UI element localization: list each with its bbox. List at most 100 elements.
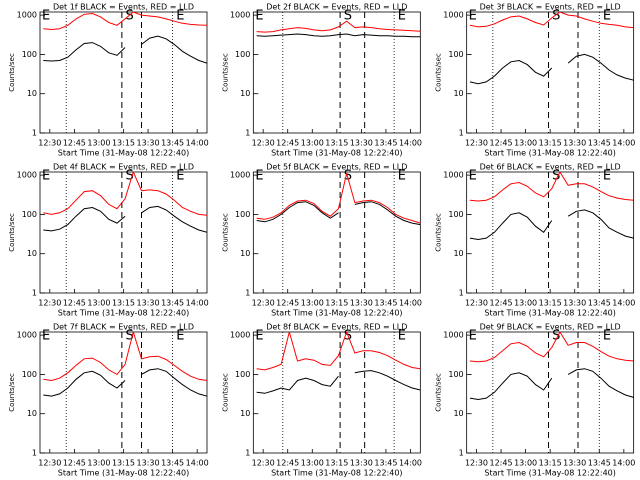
y-tick-label: 100	[22, 210, 37, 219]
series-line	[256, 201, 421, 226]
x-tick-label: 13:15	[539, 299, 562, 308]
panel: Det 4f BLACK = Events, RED = LLD Start Ti…	[8, 163, 209, 318]
x-tick-label: 13:15	[539, 459, 562, 468]
x-tick-label: 12:45	[276, 299, 299, 308]
annotation: E	[603, 9, 611, 24]
x-tick-label: 12:45	[63, 299, 86, 308]
series-line	[256, 20, 421, 33]
x-tick-label: 13:45	[161, 139, 184, 148]
y-tick-label: 1	[245, 129, 250, 138]
annotation: E	[398, 329, 406, 344]
annotation: S	[344, 169, 352, 184]
annotation: E	[255, 329, 263, 344]
annotation: E	[603, 329, 611, 344]
chart-title: Det 4f BLACK = Events, RED = LLD	[53, 163, 194, 172]
annotation: S	[126, 9, 134, 24]
x-tick-label: 12:30	[38, 299, 61, 308]
x-tick-label: 12:30	[252, 299, 275, 308]
y-tick-label: 10	[240, 249, 250, 258]
series-line	[43, 332, 207, 382]
annotation: E	[176, 9, 184, 24]
y-tick-label: 100	[235, 210, 250, 219]
chart-title: Det 3f BLACK = Events, RED = LLD	[480, 3, 621, 12]
series-line	[256, 173, 421, 224]
series-line	[256, 33, 421, 38]
x-tick-label: 14:00	[399, 299, 422, 308]
panel: Det 1f BLACK = Events, RED = LLD Start Ti…	[8, 3, 209, 158]
y-tick-label: 100	[448, 370, 463, 379]
x-tick-label: 13:30	[137, 139, 160, 148]
x-axis-title: Start Time (31-May-08 12:22:40)	[484, 149, 615, 158]
y-tick-label: 100	[448, 50, 463, 59]
series-line	[469, 53, 634, 85]
x-tick-label: 14:00	[186, 139, 209, 148]
x-tick-label: 12:45	[490, 299, 513, 308]
x-tick-label: 13:30	[563, 139, 586, 148]
y-tick-label: 1000	[443, 331, 463, 340]
x-tick-label: 13:45	[161, 459, 184, 468]
y-tick-label: 1000	[17, 171, 37, 180]
y-axis-title: Counts/sec	[221, 373, 229, 412]
x-axis-title: Start Time (31-May-08 12:22:40)	[58, 149, 189, 158]
series-line	[469, 172, 634, 202]
x-tick-label: 13:30	[350, 459, 373, 468]
chart-title: Det 6f BLACK = Events, RED = LLD	[480, 163, 621, 172]
x-tick-label: 12:45	[276, 139, 299, 148]
annotation: E	[42, 169, 50, 184]
annotation: E	[398, 9, 406, 24]
x-tick-label: 12:45	[63, 139, 86, 148]
annotation: E	[42, 9, 50, 24]
x-tick-label: 14:00	[399, 139, 422, 148]
y-tick-label: 10	[27, 409, 37, 418]
x-tick-label: 13:15	[112, 299, 135, 308]
annotation: E	[603, 169, 611, 184]
x-tick-label: 13:45	[588, 299, 611, 308]
y-axis-title: Counts/sec	[8, 213, 16, 252]
x-tick-label: 13:30	[563, 459, 586, 468]
series-line	[43, 368, 207, 397]
x-axis-title: Start Time (31-May-08 12:22:40)	[58, 469, 189, 478]
x-tick-label: 13:00	[301, 299, 324, 308]
y-axis-title: Counts/sec	[435, 213, 443, 252]
series-line	[43, 172, 207, 216]
chart-title: Det 2f BLACK = Events, RED = LLD	[266, 3, 407, 12]
y-tick-label: 1000	[230, 171, 250, 180]
x-tick-label: 13:00	[87, 139, 110, 148]
y-tick-label: 10	[27, 249, 37, 258]
series-line	[469, 209, 634, 241]
x-tick-label: 13:00	[514, 139, 537, 148]
x-tick-label: 13:30	[563, 299, 586, 308]
annotation: S	[126, 169, 134, 184]
x-tick-label: 12:30	[38, 459, 61, 468]
panel: Det 7f BLACK = Events, RED = LLD Start Ti…	[8, 323, 209, 478]
y-tick-label: 1000	[443, 171, 463, 180]
y-tick-label: 100	[235, 50, 250, 59]
y-axis-title: Counts/sec	[221, 213, 229, 252]
annotation: S	[126, 329, 134, 344]
series-line	[43, 35, 207, 64]
annotation: S	[552, 9, 560, 24]
y-axis-title: Counts/sec	[221, 53, 229, 92]
y-tick-label: 1000	[230, 11, 250, 20]
y-tick-label: 1	[245, 449, 250, 458]
annotation: E	[469, 9, 477, 24]
x-tick-label: 12:45	[490, 139, 513, 148]
x-axis-title: Start Time (31-May-08 12:22:40)	[271, 149, 402, 158]
y-tick-label: 1	[32, 129, 37, 138]
x-tick-label: 12:45	[276, 459, 299, 468]
panel: Det 5f BLACK = Events, RED = LLD Start Ti…	[221, 163, 422, 318]
y-tick-label: 10	[240, 409, 250, 418]
y-axis-title: Counts/sec	[435, 373, 443, 412]
annotation: E	[469, 329, 477, 344]
y-tick-label: 1	[459, 449, 464, 458]
x-tick-label: 12:30	[38, 139, 61, 148]
annotation: E	[255, 9, 263, 24]
y-tick-label: 1000	[443, 11, 463, 20]
panel: Det 9f BLACK = Events, RED = LLD Start Ti…	[435, 323, 636, 478]
x-tick-label: 12:45	[63, 459, 86, 468]
annotation: S	[552, 169, 560, 184]
annotation: E	[255, 169, 263, 184]
y-tick-label: 1000	[17, 331, 37, 340]
x-tick-label: 14:00	[186, 299, 209, 308]
x-axis-title: Start Time (31-May-08 12:22:40)	[484, 469, 615, 478]
